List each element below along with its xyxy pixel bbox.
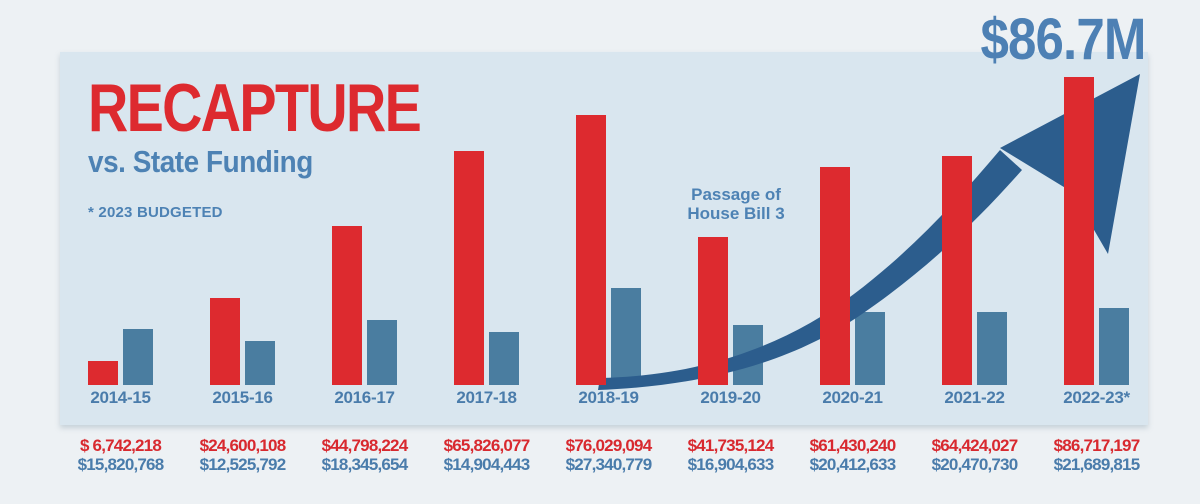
house-bill-annotation: Passage of House Bill 3 <box>651 185 821 223</box>
year-label: 2021-22 <box>944 388 1005 407</box>
state-funding-value: $15,820,768 <box>77 455 165 475</box>
value-column: $41,735,124 $16,904,633 <box>668 436 793 474</box>
state-funding-bar <box>855 312 885 385</box>
recapture-value: $65,826,077 <box>443 436 531 455</box>
year-label: 2019-20 <box>700 388 761 407</box>
recapture-bar <box>942 156 972 385</box>
state-funding-value: $21,689,815 <box>1053 455 1141 475</box>
value-column: $24,600,108 $12,525,792 <box>180 436 305 474</box>
recapture-value: $61,430,240 <box>809 436 897 455</box>
recapture-value: $24,600,108 <box>199 436 287 455</box>
state-funding-bar <box>489 332 519 385</box>
state-funding-value: $16,904,633 <box>687 455 775 475</box>
year-label: 2018-19 <box>578 388 639 407</box>
year-label: 2016-17 <box>334 388 395 407</box>
house-bill-annotation-line1: Passage of <box>691 185 781 204</box>
house-bill-annotation-line2: House Bill 3 <box>687 203 785 223</box>
state-funding-bar <box>245 341 275 385</box>
recapture-value: $44,798,224 <box>321 436 409 455</box>
year-label: 2017-18 <box>456 388 517 407</box>
state-funding-value: $20,412,633 <box>809 455 897 475</box>
recapture-bar <box>820 167 850 385</box>
state-funding-value: $12,525,792 <box>199 455 287 475</box>
value-column: $64,424,027 $20,470,730 <box>912 436 1037 474</box>
recapture-bar <box>576 115 606 385</box>
year-label: 2020-21 <box>822 388 883 407</box>
recapture-value: $76,029,094 <box>565 436 653 455</box>
state-funding-bar <box>123 329 153 385</box>
page-subtitle: vs. State Funding <box>88 144 313 179</box>
value-column: $86,717,197 $21,689,815 <box>1034 436 1159 474</box>
recapture-bar <box>1064 77 1094 385</box>
value-column: $65,826,077 $14,904,443 <box>424 436 549 474</box>
state-funding-value: $18,345,654 <box>321 455 409 475</box>
recapture-bar <box>210 298 240 385</box>
year-label: 2014-15 <box>90 388 151 407</box>
year-label: 2022-23* <box>1063 388 1130 407</box>
recapture-value: $41,735,124 <box>687 436 775 455</box>
state-funding-value: $27,340,779 <box>565 455 653 475</box>
recapture-bar <box>88 361 118 385</box>
state-funding-bar <box>611 288 641 385</box>
callout-value: $86.7M <box>980 7 1146 72</box>
recapture-bar <box>698 237 728 385</box>
state-funding-bar <box>367 320 397 385</box>
state-funding-bar <box>733 325 763 385</box>
title-block: RECAPTURE vs. State Funding * 2023 BUDGE… <box>88 74 493 221</box>
page-title: RECAPTURE <box>88 70 422 146</box>
year-label: 2015-16 <box>212 388 273 407</box>
state-funding-value: $14,904,443 <box>443 455 531 475</box>
recapture-value: $86,717,197 <box>1053 436 1141 455</box>
state-funding-bar <box>1099 308 1129 385</box>
budget-note: * 2023 BUDGETED <box>88 204 223 221</box>
value-column: $ 6,742,218 $15,820,768 <box>58 436 183 474</box>
chart-panel: RECAPTURE vs. State Funding * 2023 BUDGE… <box>60 52 1148 425</box>
value-column: $76,029,094 $27,340,779 <box>546 436 671 474</box>
value-column: $44,798,224 $18,345,654 <box>302 436 427 474</box>
recapture-value: $ 6,742,218 <box>79 436 162 455</box>
recapture-bar <box>454 151 484 385</box>
recapture-bar <box>332 226 362 385</box>
recapture-value: $64,424,027 <box>931 436 1019 455</box>
state-funding-bar <box>977 312 1007 385</box>
state-funding-value: $20,470,730 <box>931 455 1019 475</box>
value-column: $61,430,240 $20,412,633 <box>790 436 915 474</box>
